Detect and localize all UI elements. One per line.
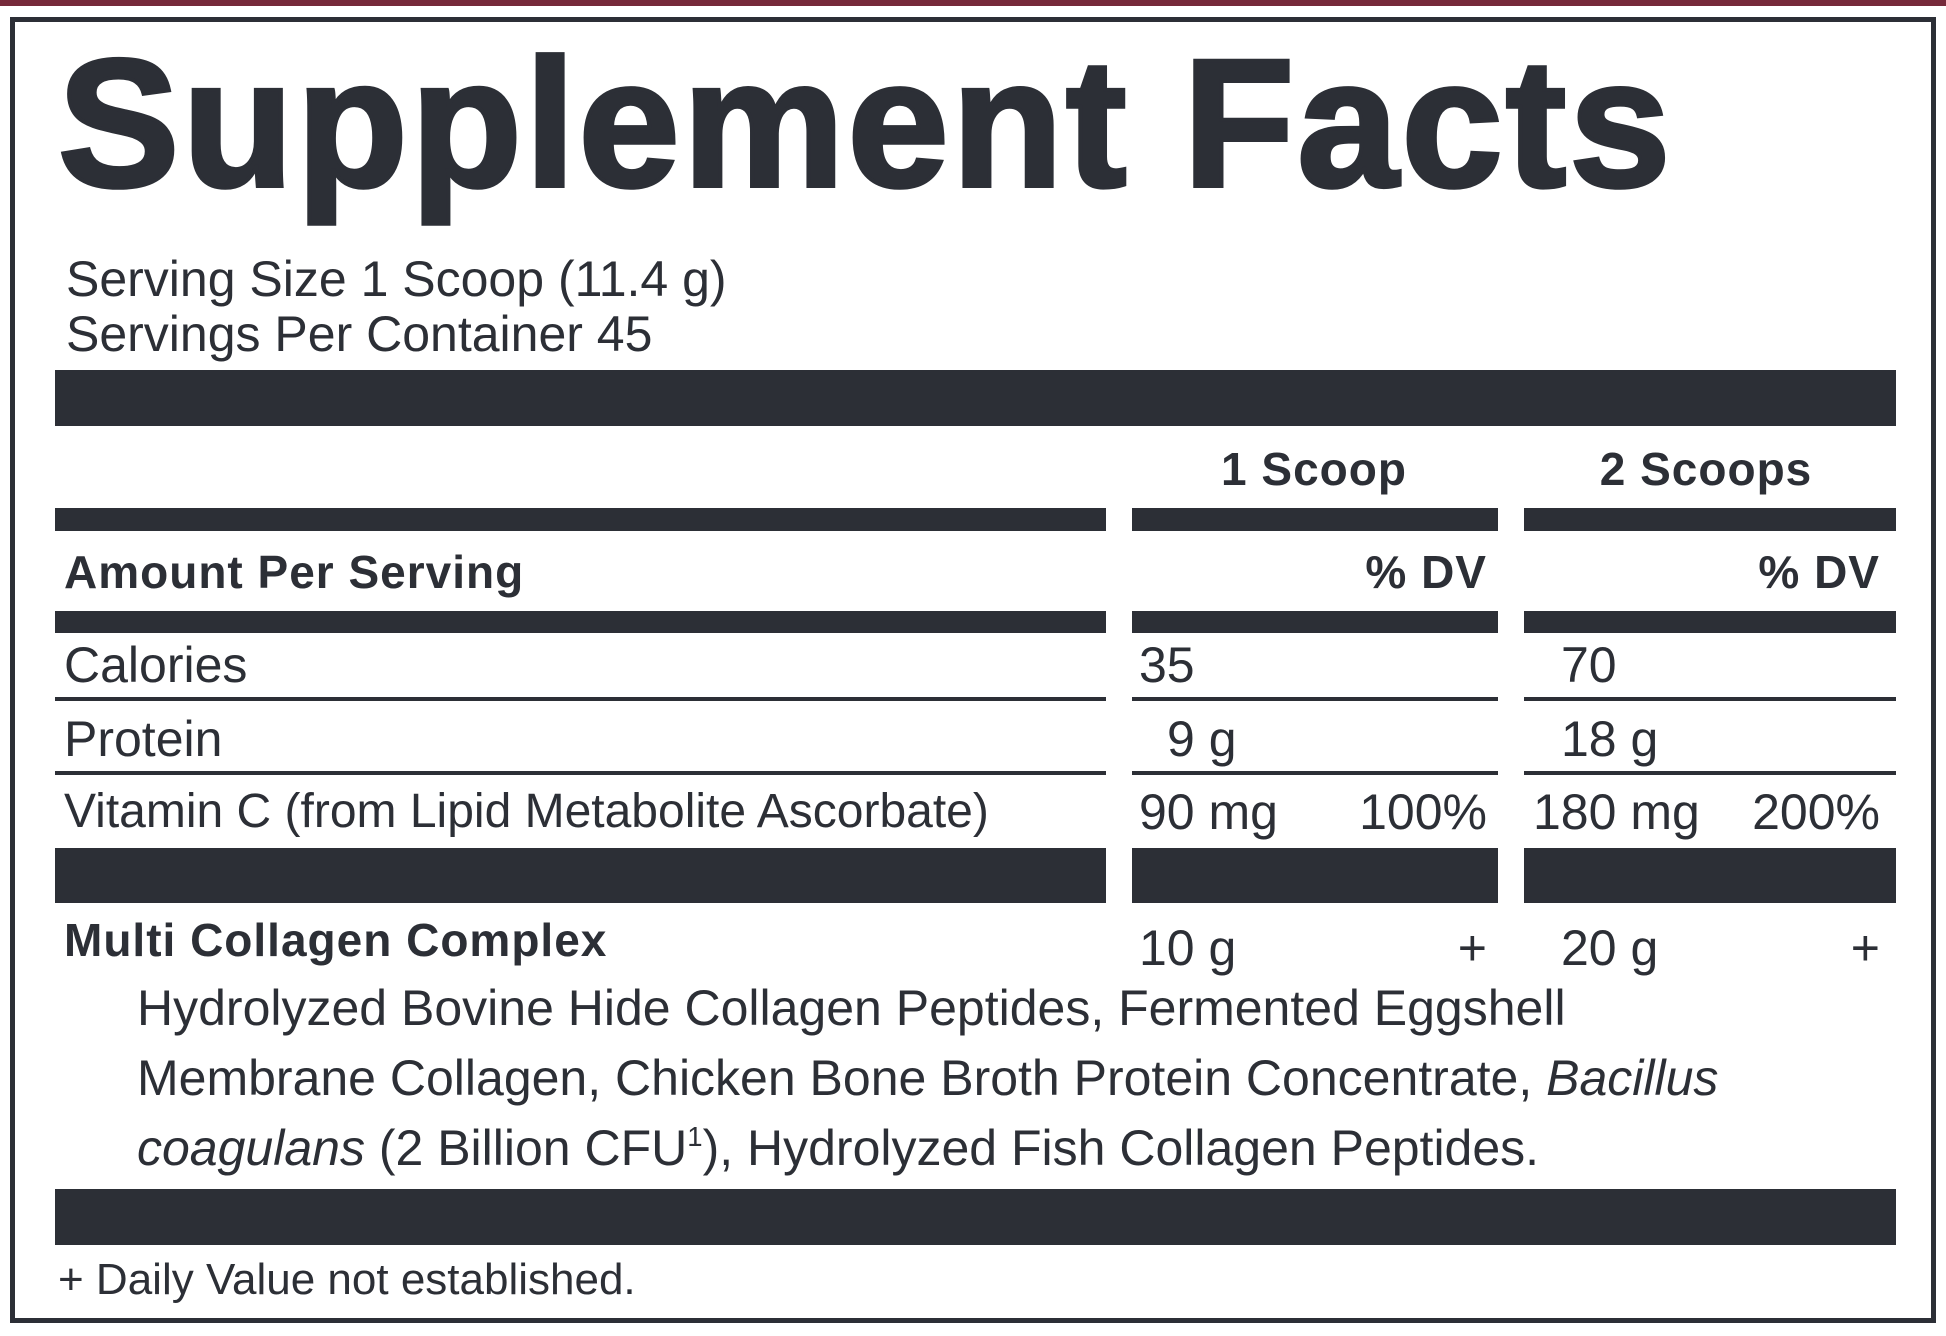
ingredients-text: (2 Billion CFU (364, 1120, 688, 1176)
vitamin-c-dv-2: 200% (1752, 784, 1880, 840)
ingredients-text: ), Hydrolyzed Fish Collagen Peptides. (702, 1120, 1540, 1176)
servings-per-container: Servings Per Container 45 (66, 306, 653, 362)
page-title: Supplement Facts (56, 21, 1674, 225)
blend-ingredients-line3: coagulans (2 Billion CFU1), Hydrolyzed F… (137, 1120, 1540, 1176)
divider (1132, 611, 1498, 633)
protein-2: 18 g (1561, 711, 1659, 767)
divider-thick (1524, 848, 1896, 903)
serving-size: Serving Size 1 Scoop (11.4 g) (66, 251, 727, 307)
dv-header-2: % DV (1758, 546, 1880, 598)
blend-dv-1: + (1457, 920, 1487, 976)
top-accent-bar (0, 0, 1946, 6)
blend-amount-1: 10 g (1139, 920, 1237, 976)
divider (1132, 508, 1498, 531)
footnote: + Daily Value not established. (58, 1255, 636, 1304)
calories-2: 70 (1561, 637, 1617, 693)
blend-name: Multi Collagen Complex (64, 914, 608, 966)
amount-per-serving: Amount Per Serving (64, 546, 525, 598)
divider (55, 611, 1106, 633)
divider-thick (55, 370, 1896, 426)
vitamin-c-2: 180 mg (1533, 784, 1700, 840)
ingredients-italic: Bacillus (1546, 1050, 1719, 1106)
ingredients-text: Membrane Collagen, Chicken Bone Broth Pr… (137, 1050, 1547, 1106)
divider (55, 508, 1106, 531)
label-frame (10, 17, 1936, 1323)
footnote-marker: 1 (687, 1120, 703, 1152)
nutrient-name-vitamin-c: Vitamin C (from Lipid Metabolite Ascorba… (64, 785, 989, 838)
divider-thick (1132, 848, 1498, 903)
column-header-1-scoop: 1 Scoop (1221, 443, 1407, 495)
divider-thin (1132, 697, 1498, 701)
divider-thin (55, 771, 1106, 775)
divider-thin (55, 697, 1106, 701)
divider-thick (55, 1189, 1896, 1245)
blend-dv-2: + (1850, 920, 1880, 976)
nutrient-name-protein: Protein (64, 711, 223, 767)
dv-header-1: % DV (1365, 546, 1487, 598)
divider-thin (1524, 697, 1896, 701)
column-header-2-scoops: 2 Scoops (1599, 443, 1813, 495)
vitamin-c-dv-1: 100% (1359, 784, 1487, 840)
divider (1524, 611, 1896, 633)
divider-thin (1132, 771, 1498, 775)
blend-amount-2: 20 g (1561, 920, 1659, 976)
vitamin-c-1: 90 mg (1139, 784, 1278, 840)
protein-1: 9 g (1167, 711, 1237, 767)
divider-thick (55, 848, 1106, 903)
nutrient-name-calories: Calories (64, 637, 248, 693)
blend-ingredients-line2: Membrane Collagen, Chicken Bone Broth Pr… (137, 1053, 1718, 1103)
blend-ingredients-line1: Hydrolyzed Bovine Hide Collagen Peptides… (137, 980, 1566, 1036)
divider-thin (1524, 771, 1896, 775)
ingredients-italic: coagulans (137, 1120, 365, 1176)
divider (1524, 508, 1896, 531)
calories-1: 35 (1139, 637, 1195, 693)
